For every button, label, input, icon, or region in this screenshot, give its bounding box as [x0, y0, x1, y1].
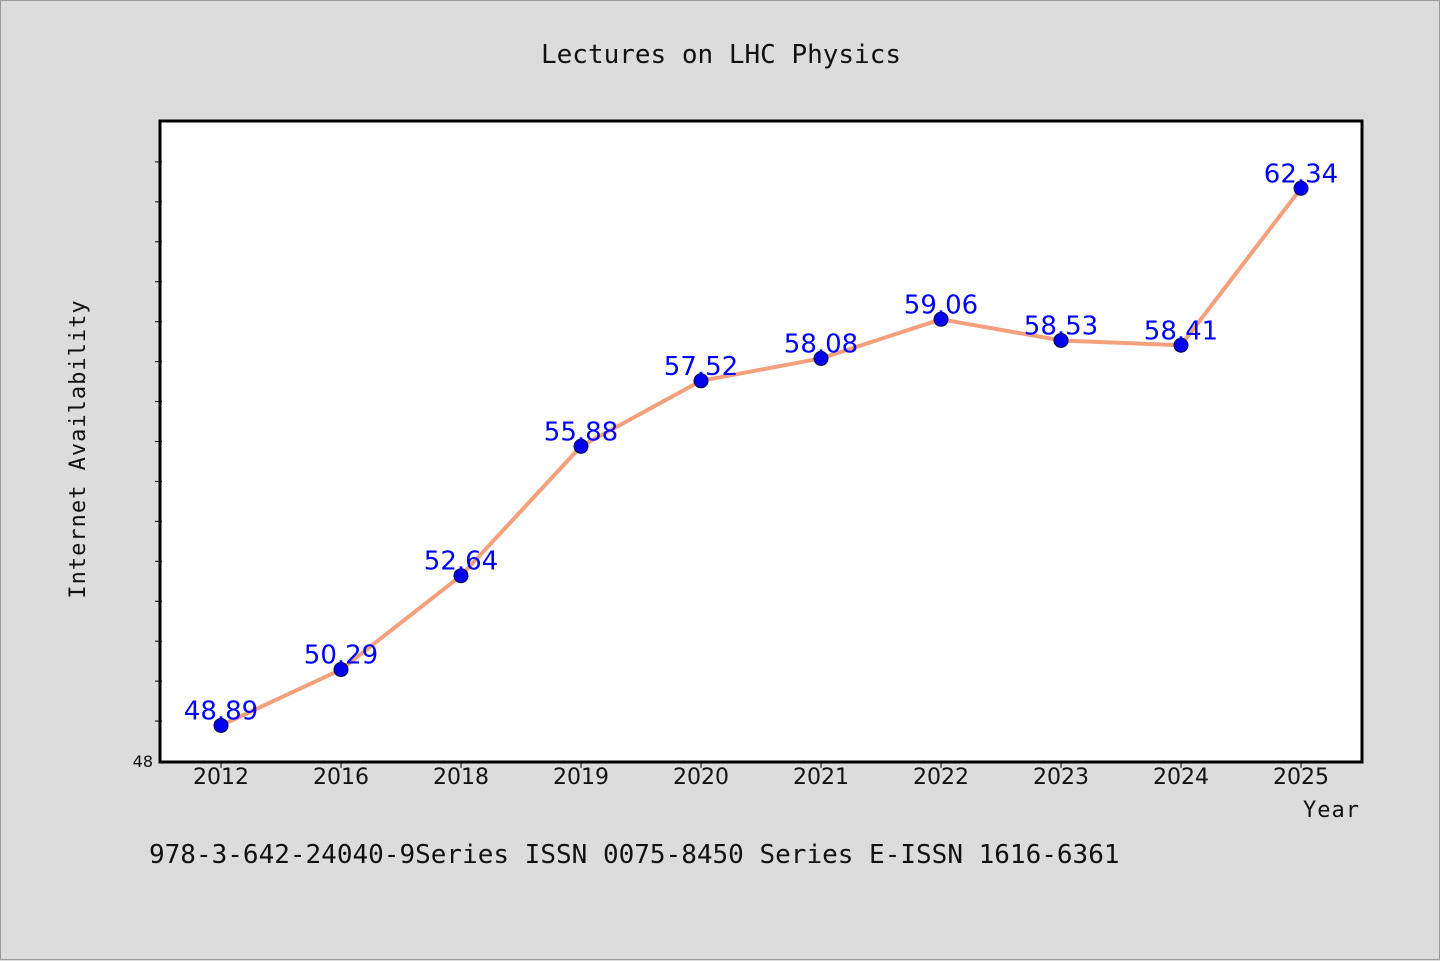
data-label: 48.89	[184, 696, 258, 726]
x-tick-label: 2012	[193, 765, 249, 790]
data-label: 58.08	[784, 329, 858, 359]
y-axis-label: Internet Availability	[66, 299, 91, 598]
footer-isbn-issn: 978-3-642-24040-9Series ISSN 0075-8450 S…	[149, 840, 1120, 870]
x-tick-labels: 2012 2016 2018 2019 2020 2021 2022 2023 2024 2025	[193, 765, 1329, 790]
y-axis-ticks	[155, 161, 162, 722]
data-point	[573, 438, 589, 454]
data-point	[933, 311, 949, 327]
data-point	[333, 662, 349, 678]
x-tick-label: 2024	[1153, 765, 1209, 790]
y-axis-min-label: 48	[133, 752, 153, 771]
data-point	[1053, 332, 1069, 348]
data-label: 50.29	[304, 641, 378, 671]
data-point	[693, 373, 709, 389]
x-tick-label: 2019	[553, 765, 609, 790]
data-label: 59.06	[904, 290, 978, 320]
series-line	[220, 187, 1303, 728]
data-markers	[213, 180, 1309, 733]
data-label: 55.88	[544, 417, 618, 447]
data-point	[813, 350, 829, 366]
data-label: 52.64	[424, 547, 498, 577]
data-label: 62.34	[1264, 159, 1338, 189]
data-labels: 48.89 50.29 52.64 55.88 57.52 58.08 59.06 58.53…	[184, 159, 1338, 726]
x-tick-label: 2023	[1033, 765, 1089, 790]
chart-title: Lectures on LHC Physics	[541, 40, 901, 70]
data-label: 57.52	[664, 352, 738, 382]
data-point	[453, 568, 469, 584]
data-point	[213, 717, 229, 733]
x-tick-label: 2025	[1273, 765, 1329, 790]
x-tick-label: 2016	[313, 765, 369, 790]
x-axis-label: Year	[1303, 798, 1360, 823]
x-tick-label: 2020	[673, 765, 729, 790]
data-label: 58.41	[1144, 316, 1218, 346]
x-tick-label: 2021	[793, 765, 849, 790]
data-point	[1293, 180, 1309, 196]
x-tick-label: 2018	[433, 765, 489, 790]
x-axis-ticks	[220, 761, 1302, 768]
x-tick-label: 2022	[913, 765, 969, 790]
data-label: 58.53	[1024, 311, 1098, 341]
data-point	[1173, 337, 1189, 353]
